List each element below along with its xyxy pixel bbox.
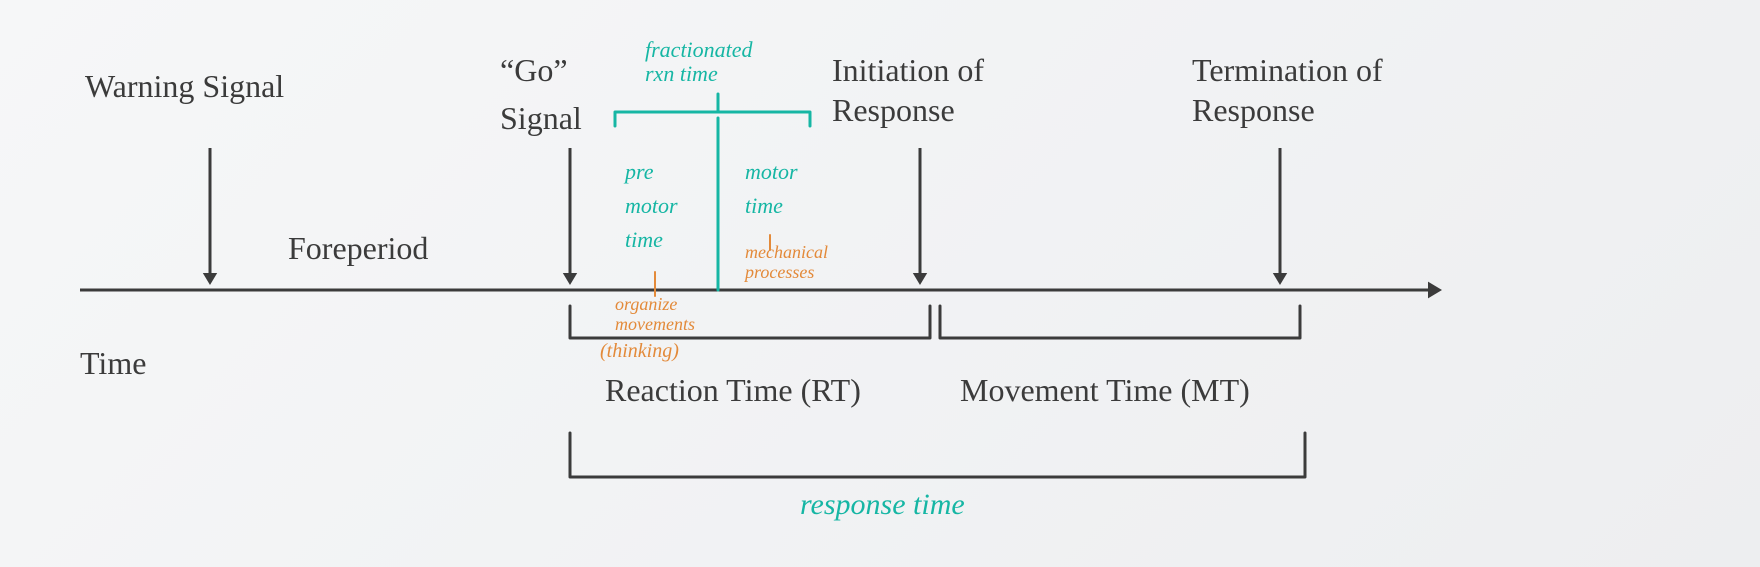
label-time-axis: Time: [80, 345, 146, 382]
hand-pre-motor: pre motor time: [625, 155, 678, 257]
label-warning-line1: Warning Signal: [85, 68, 284, 105]
label-go-line2: Signal: [500, 100, 582, 137]
label-reaction-time: Reaction Time (RT): [605, 372, 861, 409]
label-foreperiod: Foreperiod: [288, 230, 428, 267]
label-initiation-line2: Response: [832, 92, 955, 129]
hand-response-time: response time: [800, 488, 965, 522]
label-go-line1: “Go”: [500, 52, 568, 89]
label-initiation-line1: Initiation of: [832, 52, 984, 89]
hand-organize-movements: organize movements: [615, 294, 695, 334]
hand-thinking: (thinking): [600, 340, 679, 363]
label-termination-line2: Response: [1192, 92, 1315, 129]
diagram-stage: Warning Signal “Go” Signal Initiation of…: [0, 0, 1760, 567]
hand-motor-time: motor time: [745, 155, 798, 223]
label-movement-time: Movement Time (MT): [960, 372, 1250, 409]
label-termination-line1: Termination of: [1192, 52, 1383, 89]
hand-mechanical-processes: mechanical processes: [745, 242, 828, 282]
hand-fractionated: fractionated rxn time: [645, 38, 753, 86]
